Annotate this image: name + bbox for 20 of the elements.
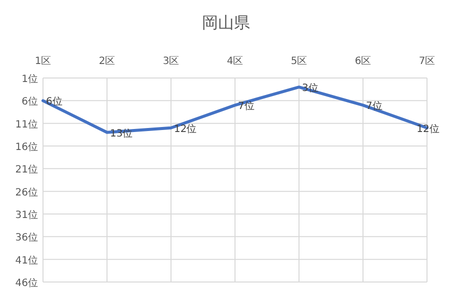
xtick: 4区 xyxy=(226,56,244,67)
ytick: 36位 xyxy=(15,232,38,244)
ytick: 6位 xyxy=(22,96,38,108)
xtick: 5区 xyxy=(290,56,308,67)
ytick: 11位 xyxy=(15,119,38,130)
ytick: 16位 xyxy=(15,142,38,153)
ytick: 26位 xyxy=(15,187,38,198)
data-label: 12位 xyxy=(174,124,197,135)
data-label: 7位 xyxy=(238,101,254,112)
ytick: 46位 xyxy=(15,278,38,289)
xtick: 6区 xyxy=(354,56,372,67)
ytick: 1位 xyxy=(22,74,38,85)
ytick: 41位 xyxy=(15,255,38,266)
ytick: 31位 xyxy=(15,210,38,221)
xtick: 7区 xyxy=(418,56,436,67)
xtick: 2区 xyxy=(98,56,116,67)
xtick: 1区 xyxy=(34,56,52,67)
xtick: 3区 xyxy=(162,56,180,67)
ytick: 21位 xyxy=(15,164,38,176)
title: 岡山県 xyxy=(202,13,250,32)
